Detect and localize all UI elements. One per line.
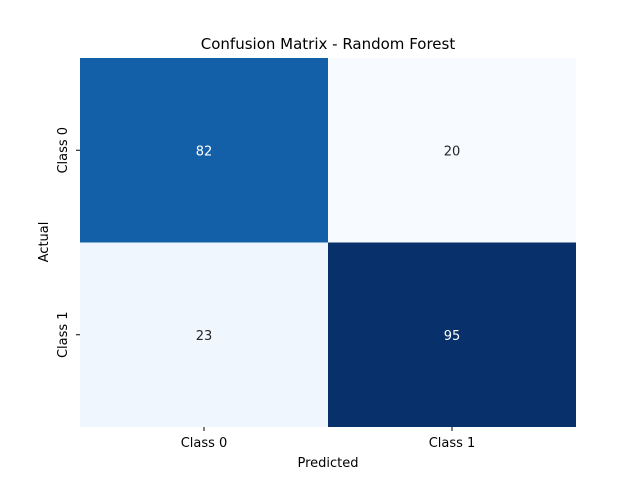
heatmap-cell-0-1 [328, 58, 576, 243]
y-tick-label: Class 1 [56, 311, 71, 358]
x-axis-ticks: Class 0 Class 1 [181, 427, 476, 451]
heatmap-cell-1-0 [80, 242, 328, 427]
y-tick-label: Class 0 [56, 127, 71, 174]
cell-value-label: 23 [196, 329, 213, 344]
x-axis-label: Predicted [297, 456, 358, 471]
x-tick-label: Class 0 [181, 436, 228, 451]
cell-value-label: 82 [196, 144, 213, 159]
cell-value-label: 20 [444, 144, 461, 159]
heatmap-cells: 82 20 23 95 [80, 58, 576, 427]
heatmap-cell-1-1 [328, 242, 576, 427]
chart-title: Confusion Matrix - Random Forest [201, 35, 456, 53]
y-axis-ticks: Class 0 Class 1 [56, 127, 80, 358]
heatmap-cell-0-0 [80, 58, 328, 243]
y-axis-label: Actual [37, 222, 52, 263]
cell-value-label: 95 [444, 329, 461, 344]
x-tick-label: Class 1 [429, 436, 476, 451]
